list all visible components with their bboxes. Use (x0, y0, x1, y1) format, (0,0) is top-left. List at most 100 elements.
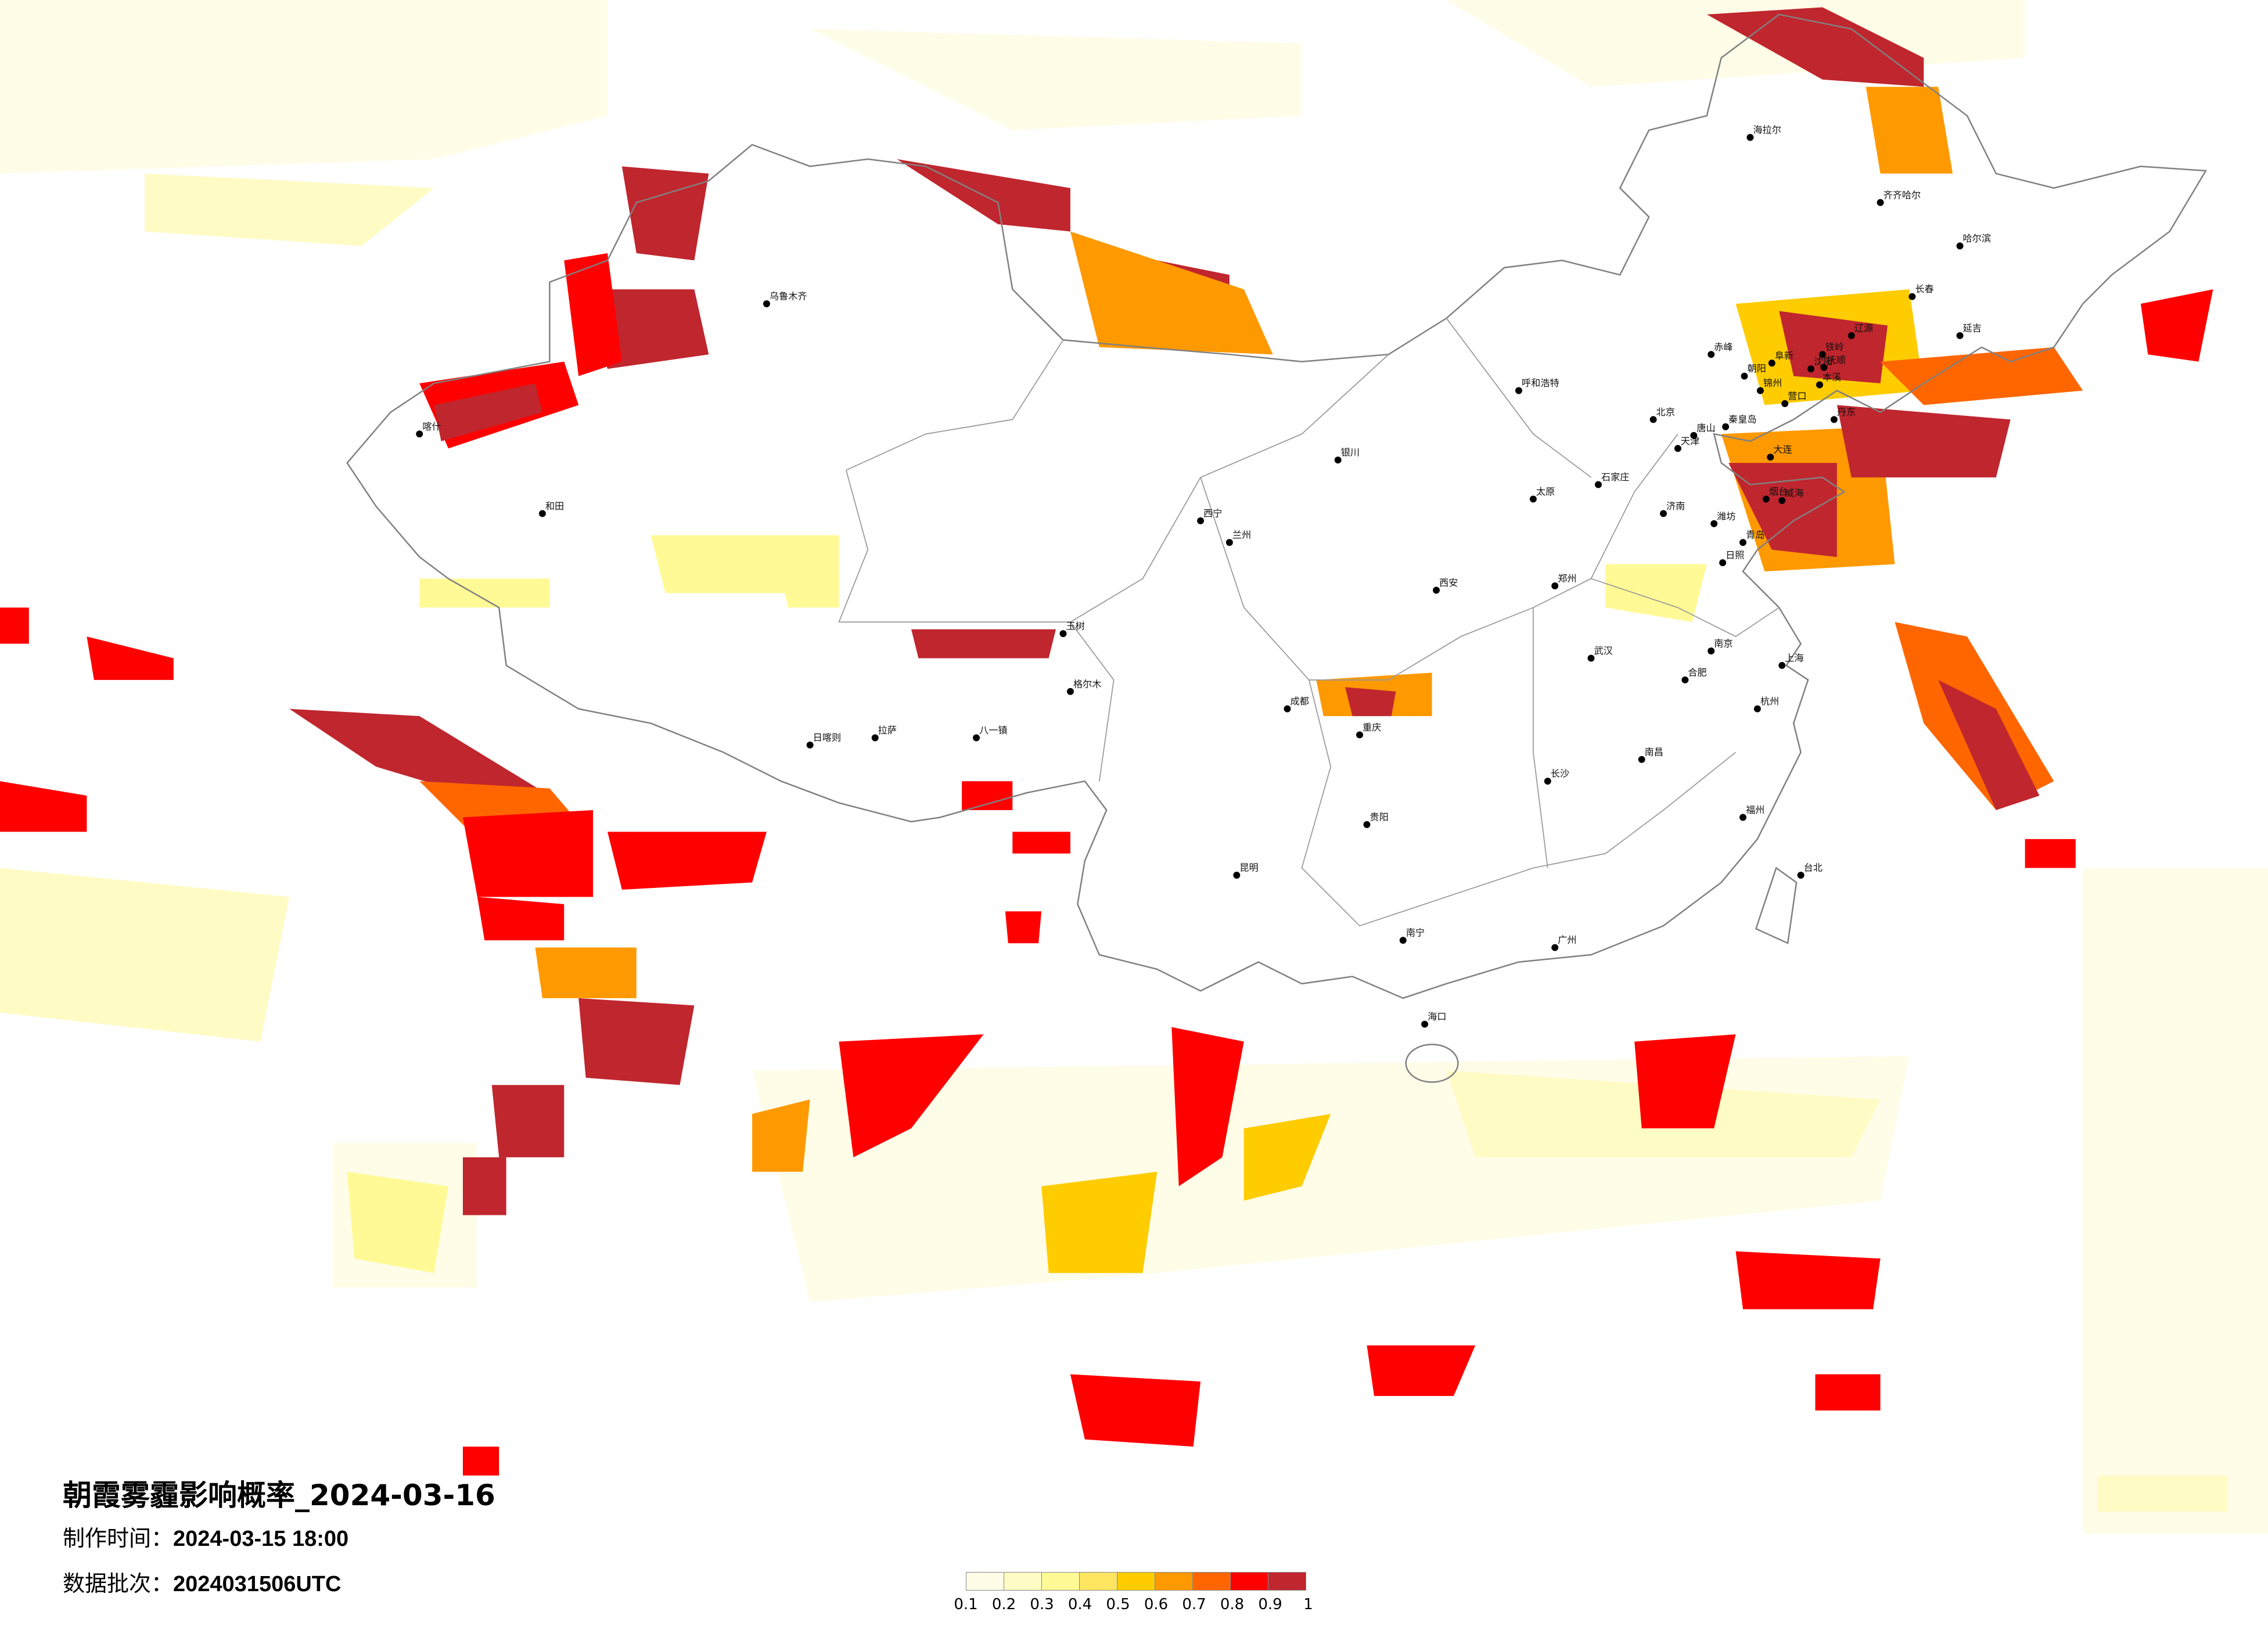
city-marker: 南宁 (1399, 927, 1425, 944)
city-marker: 南京 (1708, 638, 1733, 654)
city-label: 抚顺 (1827, 354, 1845, 365)
legend-swatch (1041, 1572, 1080, 1591)
city-dot (1807, 365, 1814, 373)
city-marker: 阜新 (1768, 350, 1793, 367)
city-marker: 长春 (1908, 283, 1934, 300)
city-label: 济南 (1666, 501, 1685, 512)
city-dot (1719, 559, 1727, 567)
heat-patch (1634, 1034, 1736, 1129)
city-marker: 日照 (1719, 550, 1744, 567)
city-dot (416, 430, 423, 438)
city-label: 齐齐哈尔 (1884, 189, 1921, 200)
city-label: 北京 (1656, 406, 1675, 418)
legend-tick-label: 0.3 (1030, 1596, 1054, 1613)
city-marker: 乌鲁木齐 (763, 291, 807, 308)
city-marker: 青岛 (1739, 530, 1764, 546)
legend-tick-label: 1 (1303, 1596, 1313, 1613)
city-label: 锦州 (1763, 377, 1782, 388)
city-dot (1708, 647, 1715, 654)
city-dot (1233, 872, 1241, 879)
heat-patch (1367, 1345, 1476, 1396)
heat-patch (2140, 289, 2213, 362)
city-marker: 拉萨 (871, 725, 897, 742)
hainan-island (1405, 1044, 1459, 1083)
city-dot (806, 741, 814, 749)
city-label: 广州 (1558, 934, 1576, 945)
city-label: 朝阳 (1747, 363, 1766, 374)
city-label: 乌鲁木齐 (770, 291, 807, 302)
legend-ticks: 0.1 0.2 0.3 0.4 0.5 0.6 0.7 0.8 0.9 1 (953, 1596, 1324, 1619)
city-dot (1421, 1020, 1429, 1028)
city-marker: 日喀则 (806, 732, 841, 749)
city-marker: 济南 (1660, 501, 1685, 517)
heat-patch (0, 607, 29, 644)
city-marker: 南昌 (1638, 746, 1663, 763)
heat-patch (1171, 1027, 1244, 1186)
city-marker: 郑州 (1551, 573, 1577, 589)
heat-patch (607, 832, 767, 890)
heat-patch (1012, 832, 1070, 854)
heat-patch (462, 810, 594, 897)
city-dot (1551, 582, 1559, 589)
heat-patch (1345, 687, 1396, 717)
city-dot (1756, 387, 1764, 394)
city-dot (1515, 387, 1522, 394)
city-marker: 上海 (1778, 652, 1804, 669)
city-marker: 唐山 (1690, 422, 1716, 439)
map-title: 朝霞雾霾影响概率_2024-03-16 (63, 1478, 495, 1512)
city-label: 兰州 (1232, 530, 1251, 541)
legend-tick-label: 0.9 (1258, 1596, 1282, 1613)
legend-swatch (966, 1572, 1004, 1591)
city-label: 石家庄 (1601, 472, 1630, 483)
city-dot (1066, 688, 1074, 695)
city-marker: 太原 (1529, 486, 1555, 503)
city-label: 南昌 (1645, 746, 1663, 757)
city-dot (1225, 539, 1233, 546)
city-marker: 丹东 (1830, 406, 1856, 423)
heat-patch (0, 868, 290, 1042)
city-dot (1848, 332, 1855, 339)
data-batch-label: 数据批次： (63, 1571, 174, 1596)
city-dot (538, 510, 546, 517)
city-label: 哈尔滨 (1963, 233, 1992, 244)
city-marker: 延吉 (1956, 322, 1982, 339)
heat-patch (1243, 1114, 1331, 1201)
city-marker: 长沙 (1544, 768, 1569, 785)
city-label: 烟台 (1769, 486, 1788, 497)
city-dot (1363, 821, 1371, 828)
heat-patch (810, 28, 1302, 131)
city-dot (1820, 364, 1828, 371)
city-dot (1767, 454, 1774, 461)
city-marker: 海口 (1421, 1011, 1446, 1028)
city-label: 银川 (1341, 447, 1360, 458)
city-label: 拉萨 (878, 725, 897, 736)
city-dot (1746, 134, 1754, 141)
city-dot (1529, 495, 1537, 503)
city-dot (1433, 587, 1440, 594)
legend-swatch (1079, 1572, 1117, 1591)
city-label: 唐山 (1696, 422, 1715, 433)
city-marker: 潍坊 (1710, 510, 1735, 527)
city-label: 延吉 (1963, 322, 1982, 333)
production-time-label: 制作时间： (63, 1526, 174, 1551)
city-marker: 辽源 (1848, 322, 1873, 339)
city-label: 阜新 (1775, 350, 1793, 361)
data-batch-value: 2024031506UTC (173, 1572, 342, 1596)
heat-patch (1070, 1374, 1201, 1447)
city-dot (1649, 416, 1657, 423)
city-marker: 广州 (1551, 934, 1577, 951)
heat-patch (1866, 87, 1953, 174)
city-marker: 武汉 (1587, 645, 1613, 662)
city-label: 威海 (1785, 487, 1803, 498)
city-marker: 银川 (1334, 447, 1360, 464)
heat-patch (0, 781, 87, 832)
legend-swatch (1155, 1572, 1193, 1591)
city-marker: 朝阳 (1741, 363, 1766, 380)
production-time-value: 2024-03-15 18:00 (173, 1527, 349, 1551)
legend-tick-label: 0.5 (1106, 1596, 1130, 1613)
city-marker: 海拉尔 (1746, 124, 1781, 141)
city-label: 和田 (545, 501, 564, 512)
heat-patch (462, 1447, 499, 1476)
heat-patch (535, 947, 637, 998)
city-label: 本溪 (1823, 372, 1841, 383)
